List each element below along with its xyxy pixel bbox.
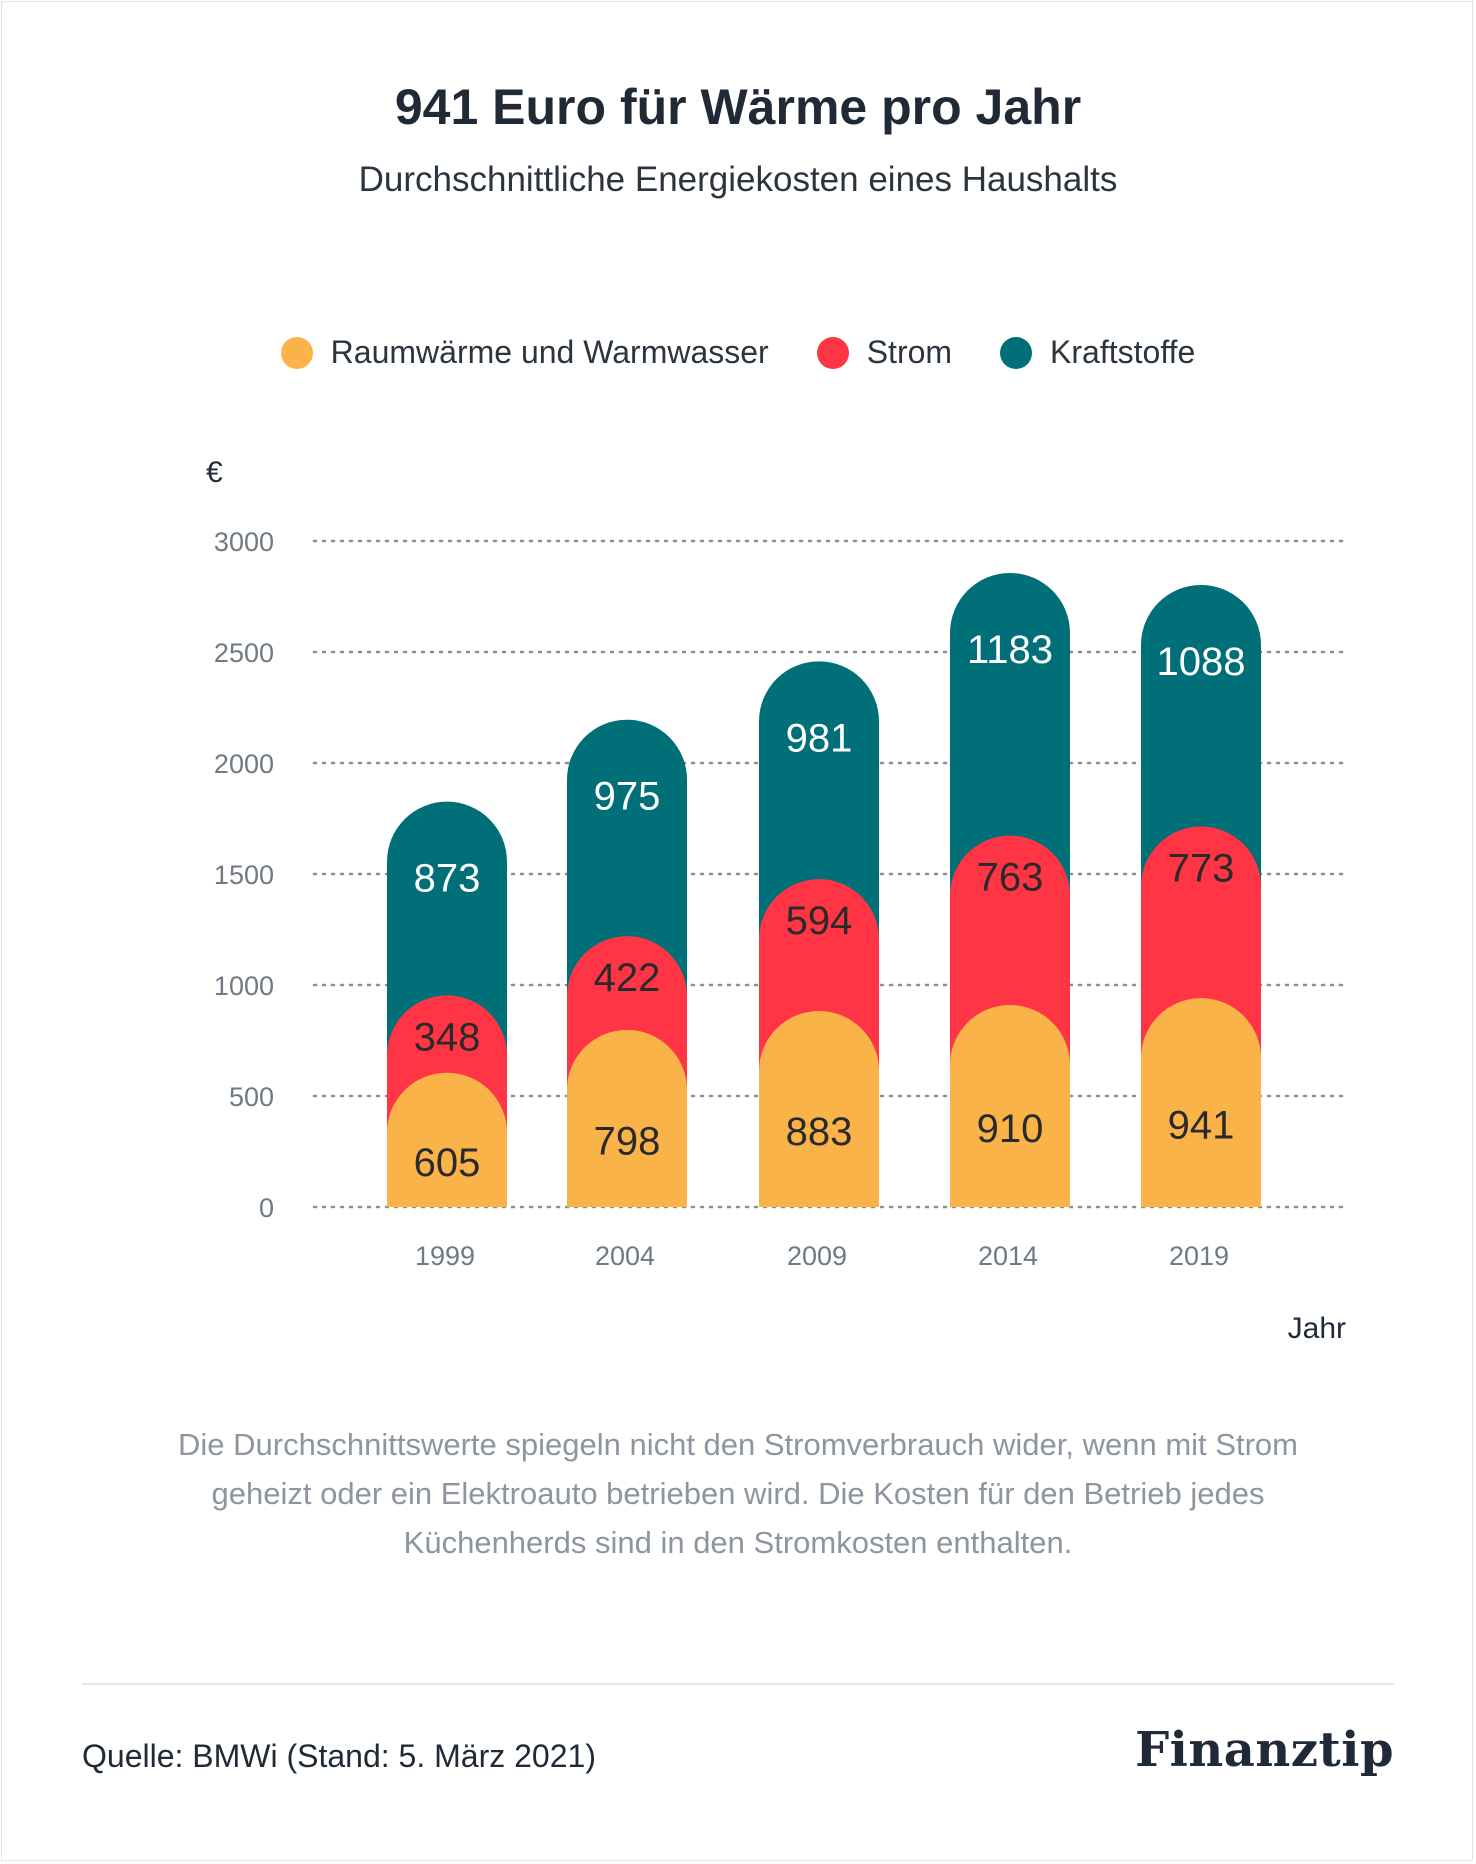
bar-value-label: 975 [594, 775, 661, 819]
bar-value-label: 763 [977, 856, 1044, 900]
y-tick-label: 2500 [214, 638, 274, 668]
bar-value-label: 594 [786, 899, 853, 943]
legend-label-kraftstoffe: Kraftstoffe [1050, 334, 1196, 370]
bar-segment-2019-1 [1141, 998, 1261, 1207]
chart-subtitle: Durchschnittliche Energiekosten eines Ha… [358, 160, 1118, 199]
stacked-bar-chart: 605 348 873 798 422 975 883 594 981 910 763 1183 941… [206, 456, 1350, 1345]
x-tick-label: 2004 [595, 1241, 655, 1271]
bar-segment-2004-1 [567, 1029, 687, 1207]
bar-value-label: 883 [786, 1110, 853, 1154]
legend: Raumwärme und Warmwasser Strom Kraftstof… [0, 334, 1476, 371]
legend-item-strom: Strom [816, 334, 953, 371]
legend-item-kraftstoffe: Kraftstoffe [1000, 334, 1195, 371]
bar-value-label: 348 [414, 1015, 481, 1059]
bar-value-label: 910 [977, 1107, 1044, 1151]
y-tick-label: 0 [259, 1193, 274, 1223]
footnote: Die Durchschnittswerte spiegeln nicht de… [178, 1427, 1298, 1560]
legend-label-raumwaerme: Raumwärme und Warmwasser [330, 334, 769, 370]
x-tick-label: 2014 [978, 1241, 1038, 1271]
bar-value-label: 1088 [1157, 640, 1246, 684]
finanztip-logo: Finanztip [1135, 1722, 1394, 1778]
y-tick-label: 1500 [214, 860, 274, 890]
legend-swatch-raumwaerme [280, 336, 313, 369]
data-labels: 605 348 873 798 422 975 883 594 981 910 763 1183 941… [414, 628, 1246, 1185]
bar-segment-1999-1 [387, 1072, 507, 1207]
y-axis-label: € [206, 456, 223, 489]
bar-stack-2019 [1141, 584, 1261, 1207]
bar-value-label: 798 [594, 1119, 661, 1163]
axes: €0 500 1000 1500 2000 2500 3000 1999 2004 2009 201… [206, 456, 1346, 1345]
y-tick-label: 500 [229, 1082, 274, 1112]
y-tick-label: 2000 [214, 749, 274, 779]
legend-swatch-strom [816, 336, 849, 369]
x-axis-label: Jahr [1288, 1312, 1346, 1345]
legend-label-strom: Strom [866, 334, 953, 370]
bar-segment-2009-1 [759, 1010, 879, 1207]
bars [387, 572, 1261, 1207]
legend-swatch-kraftstoffe [1000, 336, 1033, 369]
bar-value-label: 941 [1168, 1104, 1235, 1148]
bar-stack-1999 [387, 801, 507, 1207]
x-tick-label: 1999 [415, 1241, 475, 1271]
bar-stack-2004 [567, 719, 687, 1207]
bar-value-label: 773 [1168, 846, 1235, 890]
bar-value-label: 873 [414, 857, 481, 901]
bar-value-label: 422 [594, 956, 661, 1000]
bar-value-label: 981 [786, 716, 853, 760]
y-tick-label: 3000 [214, 527, 274, 557]
chart-title: 941 Euro für Wärme pro Jahr [394, 79, 1082, 135]
source-text: Quelle: BMWi (Stand: 5. März 2021) [82, 1738, 596, 1774]
footer-divider [82, 1683, 1394, 1685]
x-tick-label: 2009 [787, 1241, 847, 1271]
bar-value-label: 605 [414, 1141, 481, 1185]
bar-segment-2014-1 [950, 1004, 1070, 1207]
bar-stack-2014 [950, 572, 1070, 1207]
bar-value-label: 1183 [967, 628, 1053, 672]
x-tick-label: 2019 [1169, 1241, 1229, 1271]
legend-item-raumwaerme: Raumwärme und Warmwasser [280, 334, 769, 371]
bar-stack-2009 [759, 661, 879, 1207]
y-tick-label: 1000 [214, 971, 274, 1001]
